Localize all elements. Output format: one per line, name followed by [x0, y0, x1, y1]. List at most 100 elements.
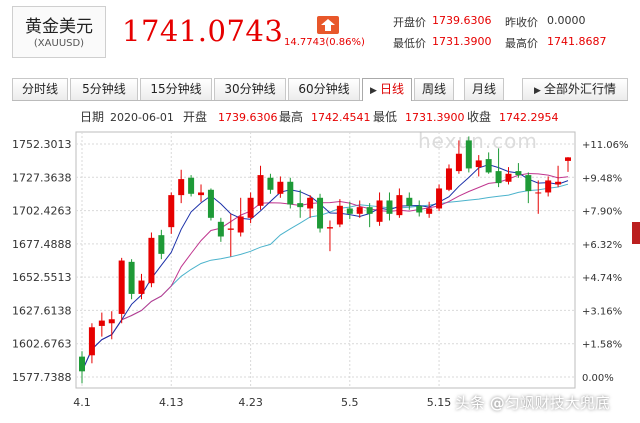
candle-body: [257, 175, 264, 206]
info-date-label: 日期: [80, 110, 104, 124]
info-high-label: 最高: [279, 109, 303, 124]
tab-weekly[interactable]: 周线: [414, 78, 454, 100]
tab-15min[interactable]: 15分钟线: [140, 78, 212, 100]
candle-body: [475, 160, 482, 168]
percent-axis-labels: +11.06% +9.48% +7.90% +6.32% +4.74% +3.16% +1.…: [582, 140, 629, 384]
triangle-right-icon: ▶: [534, 86, 541, 96]
candle: [188, 175, 195, 197]
tab-label: 月线: [471, 82, 496, 96]
candle: [138, 273, 145, 300]
candle: [128, 259, 135, 300]
candle-body: [168, 195, 175, 228]
triangle-right-icon: ▶: [370, 86, 377, 96]
candle: [79, 351, 85, 384]
candle-body: [297, 203, 304, 208]
info-close-value: 1742.2954: [499, 111, 559, 124]
tab-label: 全部外汇行情: [543, 82, 616, 96]
candle-body: [426, 208, 433, 214]
hexun-watermark: hexun.com: [418, 129, 538, 153]
candle-body: [525, 175, 532, 192]
candle: [495, 148, 502, 188]
candle: [555, 165, 562, 188]
candle-body: [287, 181, 294, 205]
candle-body: [79, 356, 85, 372]
candle-body: [158, 235, 165, 254]
candle: [485, 152, 492, 174]
date-tick-label: 5.5: [341, 396, 359, 409]
toutiao-watermark: 头条 @匀飒财技大兜底: [455, 392, 610, 413]
candle: [108, 311, 115, 340]
price-tick-label: 1702.4263: [12, 205, 72, 218]
candle-body: [485, 159, 492, 173]
candle-body: [406, 197, 413, 206]
candle-body: [307, 197, 314, 209]
candle-body: [436, 188, 443, 209]
candle: [237, 197, 244, 237]
candle: [178, 169, 185, 204]
price-axis-labels: 1752.3013 1727.3638 1702.4263 1677.4888 1652…: [12, 138, 72, 384]
candle: [565, 157, 571, 172]
candle: [118, 257, 125, 324]
candle: [416, 200, 423, 217]
candle-body: [555, 181, 562, 185]
instrument-name: 黄金美元: [25, 17, 93, 37]
percent-tick-label: +9.48%: [582, 173, 622, 184]
candle: [406, 192, 413, 210]
tab-label: 5分钟线: [82, 82, 126, 96]
candle-body: [495, 171, 502, 184]
price-tick-label: 1577.7388: [12, 371, 72, 384]
candle: [356, 200, 363, 218]
prev-close-label: 昨收价: [505, 16, 538, 29]
candle-body: [118, 260, 125, 314]
candle: [455, 140, 462, 174]
candle: [326, 220, 333, 252]
tab-label: 分时线: [21, 82, 58, 96]
candle: [317, 193, 324, 233]
candle: [535, 180, 542, 214]
candle-body: [386, 200, 393, 214]
open-price-label: 开盘价: [393, 16, 426, 29]
price-tick-label: 1652.5513: [12, 271, 72, 284]
tab-5min[interactable]: 5分钟线: [70, 78, 138, 100]
price-tick-label: 1602.6763: [12, 338, 72, 351]
candle-body: [207, 189, 214, 218]
side-collapse-tab[interactable]: [632, 222, 640, 244]
candle-body: [545, 180, 552, 193]
tab-30min[interactable]: 30分钟线: [214, 78, 286, 100]
candle-body: [445, 168, 452, 190]
price-tick-label: 1752.3013: [12, 138, 72, 151]
tab-intraday[interactable]: 分时线: [12, 78, 68, 100]
candle-body: [277, 181, 284, 194]
candlestick-chart: 日期 2020-06-01 开盘 1739.6306 最高 1742.4541 …: [12, 109, 629, 409]
date-tick-label: 4.13: [159, 396, 184, 409]
candle-body: [396, 195, 403, 216]
candle: [207, 188, 214, 221]
percent-tick-label: +4.74%: [582, 273, 622, 284]
candle-body: [416, 205, 423, 213]
candle: [307, 195, 314, 218]
tab-daily[interactable]: ▶ 日线: [362, 78, 412, 101]
candle: [148, 232, 155, 288]
high-price-label: 最高价: [505, 37, 538, 50]
candle-body: [376, 200, 383, 222]
ma10-line: [81, 172, 569, 372]
candle-body: [237, 216, 244, 233]
info-open-label: 开盘: [183, 109, 207, 124]
price-tick-label: 1727.3638: [12, 171, 72, 184]
info-open-value: 1739.6306: [218, 111, 278, 124]
date-tick-label: 5.15: [427, 396, 452, 409]
tab-60min[interactable]: 60分钟线: [288, 78, 360, 100]
candle-body: [356, 207, 363, 214]
ma5-line: [81, 164, 569, 372]
prev-close-value: 0.0000: [547, 14, 586, 27]
candle: [445, 164, 452, 192]
tab-monthly[interactable]: 月线: [464, 78, 504, 100]
candle-body: [455, 153, 462, 172]
candle: [88, 323, 95, 364]
candle-body: [465, 140, 472, 169]
tab-all-forex[interactable]: ▶ 全部外汇行情: [522, 78, 628, 100]
watermark-name: 匀飒财技大兜底: [504, 394, 610, 412]
candle-body: [366, 207, 373, 214]
candle: [297, 189, 304, 218]
percent-tick-label: +6.32%: [582, 240, 622, 251]
